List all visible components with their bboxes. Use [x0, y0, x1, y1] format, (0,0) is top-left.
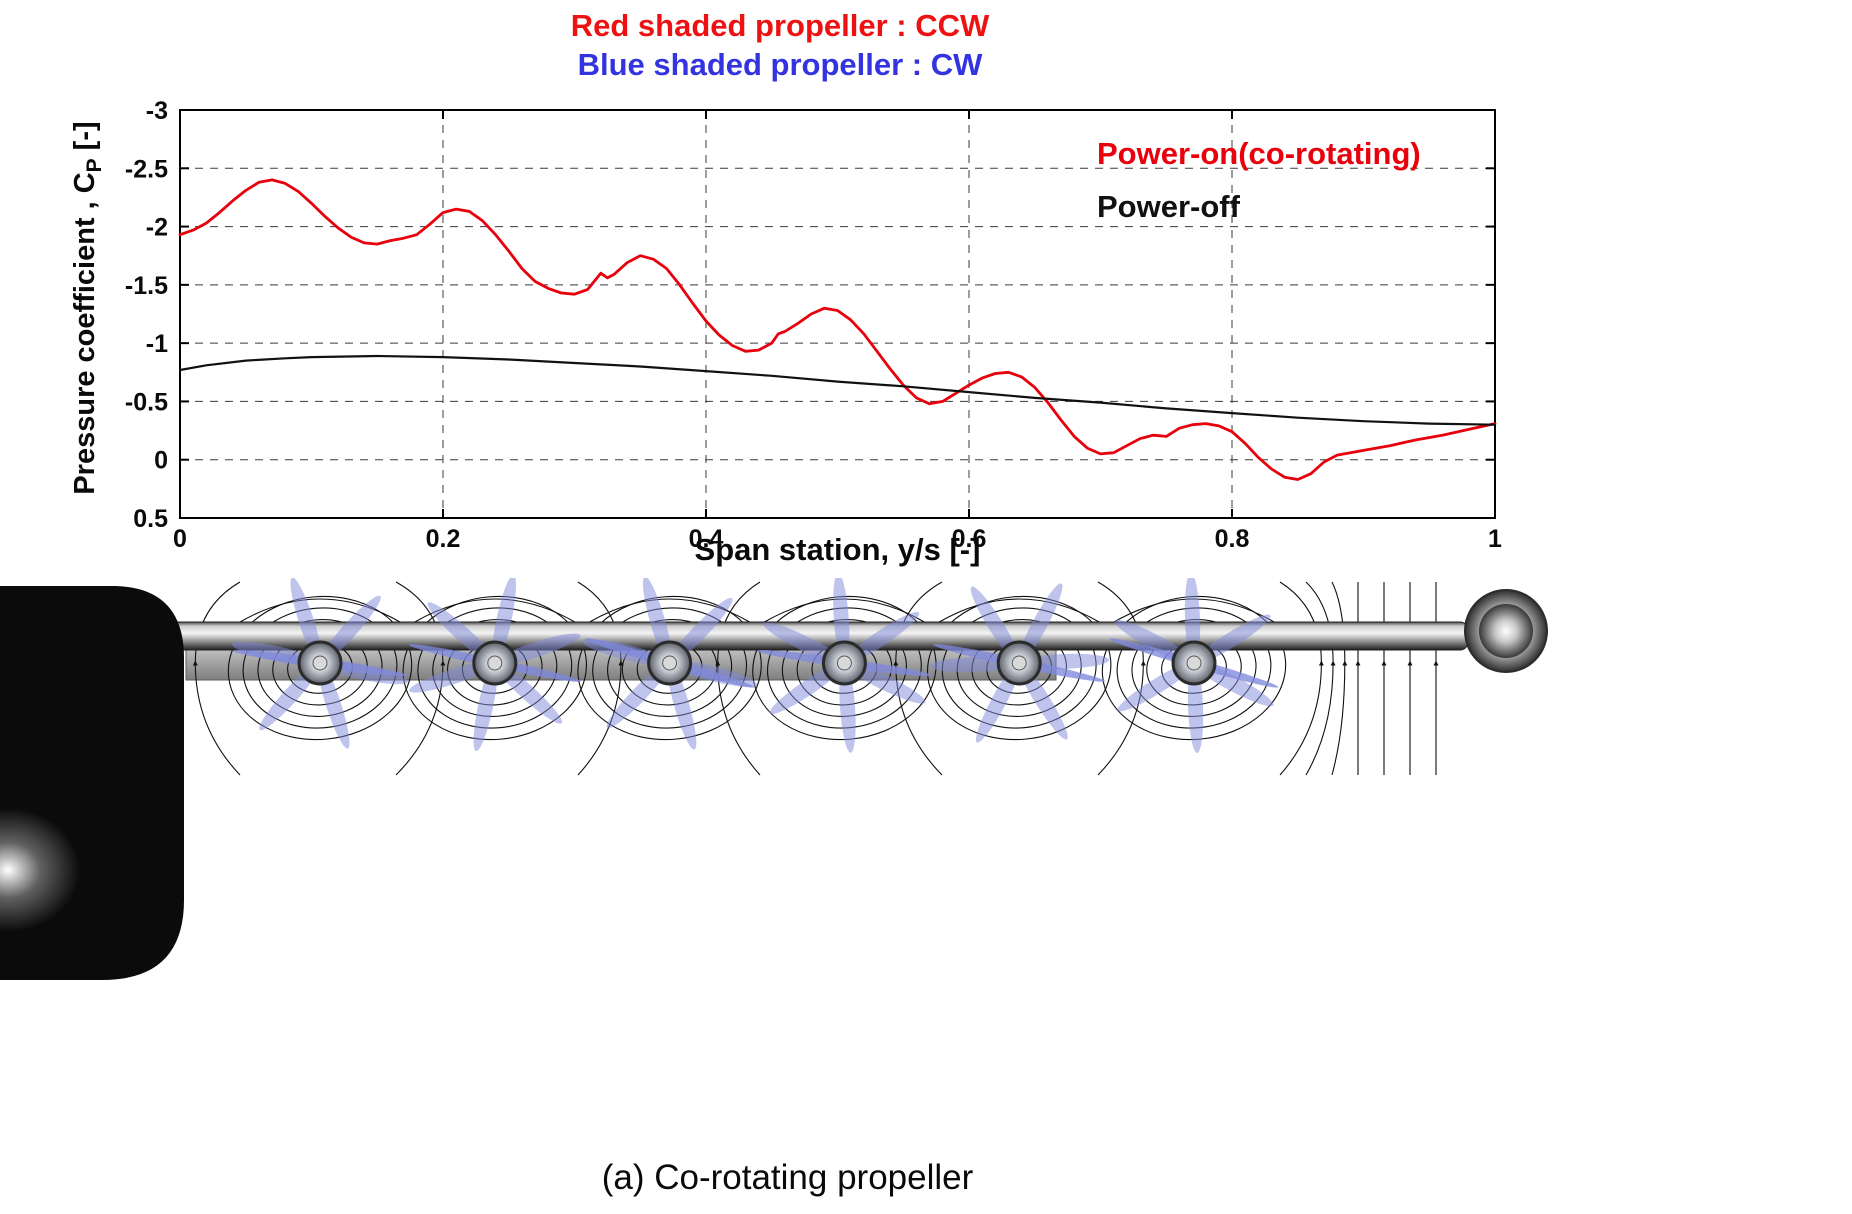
x-tick-label: 0.8: [1215, 525, 1250, 553]
streamline-loop: [432, 619, 558, 717]
streamline-arc: [938, 598, 1100, 623]
streamline: [1097, 581, 1146, 776]
propeller-spinner: [1186, 655, 1202, 671]
fuselage-highlight: [0, 808, 80, 932]
y-tick-label: -1.5: [125, 272, 168, 300]
x-tick-label: 1: [1488, 525, 1502, 553]
y-axis-label-subscript: P: [82, 158, 106, 173]
propeller-spinner: [836, 655, 852, 671]
y-axis-label: Pressure coefficient , CP [-]: [69, 121, 107, 494]
y-tick-label: 0: [154, 447, 168, 475]
streamline-loop: [242, 607, 398, 729]
y-tick-label: -1: [146, 330, 168, 358]
plot-frame: [179, 109, 1496, 519]
wingtip-sphere: [1479, 604, 1533, 658]
figure-title-ccw: Red shaded propeller : CCW: [570, 8, 990, 43]
y-axis-label-units: [-]: [69, 121, 102, 159]
streamline-loop: [592, 607, 748, 729]
streamline-arc: [589, 598, 750, 623]
y-tick-label: -2.5: [125, 155, 168, 183]
streamline: [1305, 581, 1336, 776]
propeller-spinner: [662, 655, 678, 671]
x-tick-label: 0.6: [952, 525, 987, 553]
streamline: [577, 581, 624, 776]
streamline: [395, 581, 446, 776]
y-tick-label: 0.5: [133, 505, 168, 533]
x-axis-label: Span station, y/s [-]: [694, 532, 981, 567]
legend-power-off: Power-off: [1097, 189, 1240, 224]
flow-visualization: [0, 578, 1548, 980]
power-on-curve: [178, 178, 1497, 481]
figure-caption: (a) Co-rotating propeller: [601, 1158, 974, 1197]
streamline: [893, 581, 943, 776]
y-axis-label-text: Pressure coefficient , C: [69, 172, 102, 495]
streamline-loop: [607, 619, 733, 717]
streamline-loop: [257, 619, 383, 717]
x-tick-label: 0.2: [426, 525, 461, 553]
streamline: [192, 581, 241, 776]
streamline: [715, 581, 761, 776]
streamline-arc: [239, 598, 401, 623]
y-tick-label: -3: [146, 97, 168, 125]
pressure-coefficient-chart: 0 0.2 0.4 0.6 0.8 1-3-2.5-2-1.5-1-0.500.5: [125, 97, 1502, 553]
propeller-spinner: [312, 655, 328, 671]
propeller-spinner: [487, 655, 503, 671]
x-tick-label: 0: [173, 525, 187, 553]
streamline: [1279, 581, 1324, 776]
y-tick-label: -0.5: [125, 388, 168, 416]
power-off-curve: [178, 354, 1497, 426]
propeller-spinner: [1011, 655, 1027, 671]
streamline-loop: [227, 595, 413, 741]
figure-title-cw: Blue shaded propeller : CW: [577, 47, 983, 82]
streamline: [1331, 581, 1348, 776]
streamline-loop: [577, 595, 762, 741]
x-tick-label: 0.4: [689, 525, 724, 553]
legend-power-on: Power-on(co-rotating): [1097, 136, 1421, 171]
streamline-loop: [417, 607, 573, 729]
y-tick-label: -2: [146, 214, 168, 242]
